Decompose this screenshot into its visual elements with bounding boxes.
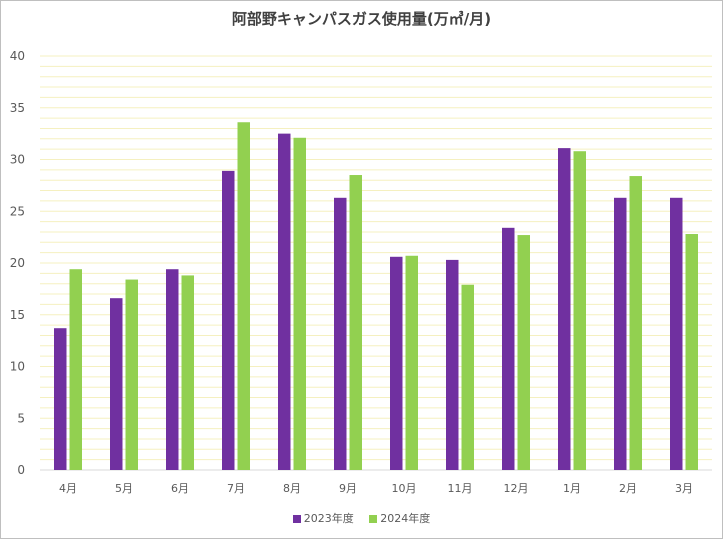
- bar-2024-11[interactable]: [629, 176, 643, 470]
- chart-title: 阿部野キャンパスガス使用量(万㎥/月): [231, 10, 492, 28]
- legend-swatch-2024: [369, 515, 378, 523]
- bar-2023-3[interactable]: [166, 269, 179, 470]
- bar-2024-9[interactable]: [517, 235, 531, 470]
- legend-swatch-2023: [292, 515, 301, 523]
- x-tick-label: 3月: [675, 482, 693, 495]
- bars: [54, 122, 699, 471]
- x-tick-label: 6月: [171, 482, 189, 495]
- legend-item-2024[interactable]: 2024年度: [369, 510, 430, 526]
- x-tick-label: 2月: [619, 482, 637, 495]
- bar-2023-11[interactable]: [614, 197, 627, 471]
- bar-2024-7[interactable]: [405, 255, 419, 470]
- bar-2023-5[interactable]: [278, 133, 291, 470]
- x-tick-label: 9月: [339, 482, 357, 495]
- bar-2024-2[interactable]: [125, 279, 139, 470]
- y-tick-label: 40: [10, 49, 25, 63]
- bar-2023-10[interactable]: [558, 148, 571, 471]
- y-tick-label: 25: [10, 204, 25, 218]
- legend: 2023年度 2024年度: [0, 510, 723, 526]
- bar-2023-7[interactable]: [390, 256, 403, 470]
- bar-2023-6[interactable]: [334, 197, 347, 471]
- bar-2024-1[interactable]: [69, 269, 83, 470]
- x-tick-label: 5月: [115, 482, 133, 495]
- bar-2024-12[interactable]: [685, 234, 699, 470]
- x-tick-label: 10月: [392, 482, 417, 495]
- bar-2024-4[interactable]: [237, 122, 251, 471]
- x-tick-labels: 4月 5月 6月 7月 8月 9月 10月 11月 12月 1月 2月 3月: [59, 482, 693, 495]
- x-tick-label: 12月: [504, 482, 529, 495]
- legend-item-2023[interactable]: 2023年度: [292, 510, 354, 526]
- bar-2023-12[interactable]: [670, 197, 683, 471]
- legend-label-2024: 2024年度: [380, 512, 431, 525]
- x-tick-label: 7月: [227, 482, 245, 495]
- bar-2024-10[interactable]: [573, 151, 587, 470]
- y-tick-label: 10: [10, 360, 25, 374]
- y-tick-label: 30: [10, 153, 25, 167]
- gridlines: [40, 55, 712, 471]
- bar-2024-3[interactable]: [181, 275, 195, 470]
- bar-2023-9[interactable]: [502, 227, 515, 470]
- x-tick-label: 11月: [448, 482, 473, 495]
- x-tick-label: 4月: [59, 482, 77, 495]
- bar-2024-6[interactable]: [349, 175, 363, 470]
- bar-2023-2[interactable]: [110, 298, 123, 470]
- y-tick-label: 35: [10, 101, 25, 115]
- y-tick-label: 0: [17, 463, 25, 477]
- bar-2023-4[interactable]: [222, 170, 235, 470]
- bar-2023-8[interactable]: [446, 259, 459, 470]
- bar-2024-8[interactable]: [461, 284, 475, 470]
- y-tick-label: 20: [10, 256, 25, 270]
- legend-label-2023: 2023年度: [303, 512, 354, 525]
- bar-2023-1[interactable]: [54, 328, 67, 470]
- x-tick-label: 1月: [563, 482, 581, 495]
- y-tick-label: 15: [10, 308, 25, 322]
- y-tick-label: 5: [17, 411, 25, 425]
- y-tick-labels: 0 5 10 15 20 25 30 35 40: [10, 49, 25, 477]
- bar-2024-5[interactable]: [293, 137, 307, 470]
- x-tick-label: 8月: [283, 482, 301, 495]
